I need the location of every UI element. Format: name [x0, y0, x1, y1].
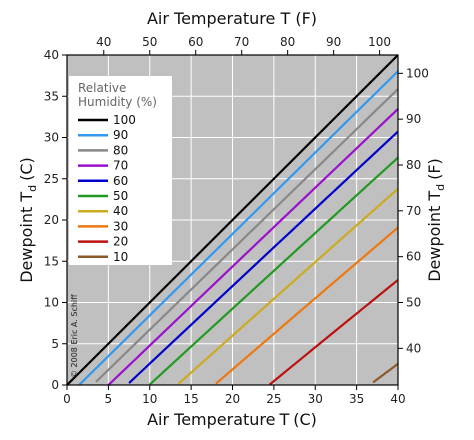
y-right-tick-label: 40: [406, 341, 421, 355]
x-bottom-tick-label: 40: [390, 392, 405, 406]
x-bottom-tick-label: 35: [349, 392, 364, 406]
bottom-axis-title-symbol: T: [278, 410, 289, 429]
y-left-tick-label: 20: [44, 213, 59, 227]
y-right-tick-label: 50: [406, 296, 421, 310]
y-right-tick-label: 90: [406, 112, 421, 126]
legend-label-10: 10: [113, 250, 128, 264]
x-top-tick-label: 80: [280, 35, 295, 49]
series-line-20: [269, 279, 399, 386]
y-left-tick-label: 25: [44, 172, 59, 186]
bottom-axis-title-main: Air Temperature: [147, 410, 275, 429]
right-axis-title: Dewpoint Td (F): [425, 158, 447, 282]
series-line-10: [372, 362, 399, 384]
x-bottom-tick-label: 20: [225, 392, 240, 406]
y-left-tick-label: 0: [51, 378, 59, 392]
x-top-tick-label: 90: [326, 35, 341, 49]
x-bottom-tick-label: 5: [105, 392, 113, 406]
right-axis-title-sub: d: [434, 184, 447, 191]
left-axis-title-unit: (C): [17, 157, 36, 181]
x-top-tick-label: 40: [96, 35, 111, 49]
left-axis-title: Dewpoint Td (C): [17, 157, 39, 283]
series-line-90: [78, 70, 399, 386]
series-line-40: [177, 187, 399, 385]
series-line-100: [66, 54, 399, 386]
legend-label-100: 100: [113, 113, 136, 127]
x-bottom-tick-label: 10: [142, 392, 157, 406]
bottom-axis-title-unit: (C): [293, 410, 317, 429]
legend-title-line2: Humidity (%): [78, 95, 157, 109]
legend-label-80: 80: [113, 143, 128, 157]
credit-text: © 2008 Eric A. Schiff: [70, 294, 79, 378]
y-right-tick-label: 60: [406, 250, 421, 264]
left-axis-title-sub: d: [26, 185, 39, 192]
x-top-tick-label: 100: [368, 35, 391, 49]
y-right-tick-label: 70: [406, 204, 421, 218]
y-left-tick-label: 35: [44, 89, 59, 103]
series-line-80: [95, 88, 399, 383]
y-right-tick-label: 100: [406, 66, 429, 80]
y-left-tick-label: 5: [51, 337, 59, 351]
x-top-tick-label: 60: [188, 35, 203, 49]
top-axis-title: Air Temperature T (F): [147, 9, 317, 28]
series-line-60: [128, 130, 399, 384]
right-axis-title-main: Dewpoint T: [425, 191, 444, 282]
series-line-50: [149, 156, 399, 386]
legend-label-50: 50: [113, 189, 128, 203]
series-line-70: [107, 108, 399, 386]
y-right-tick-label: 80: [406, 158, 421, 172]
legend-box: [69, 76, 172, 265]
legend-label-90: 90: [113, 128, 128, 142]
right-axis-title-unit: (F): [425, 158, 444, 180]
bottom-axis-title: Air Temperature T (C): [147, 410, 317, 429]
y-left-tick-label: 40: [44, 48, 59, 62]
x-bottom-tick-label: 0: [63, 392, 71, 406]
x-top-tick-label: 50: [142, 35, 157, 49]
y-left-tick-label: 10: [44, 296, 59, 310]
series-lines: [66, 54, 399, 386]
x-top-tick-label: 70: [234, 35, 249, 49]
x-bottom-tick-label: 30: [308, 392, 323, 406]
legend-label-20: 20: [113, 235, 128, 249]
series-line-30: [215, 226, 399, 385]
x-bottom-tick-label: 15: [183, 392, 198, 406]
legend-label-30: 30: [113, 219, 128, 233]
legend-label-60: 60: [113, 174, 128, 188]
x-bottom-tick-label: 25: [266, 392, 281, 406]
left-axis-title-main: Dewpoint T: [17, 192, 36, 283]
legend-label-40: 40: [113, 204, 128, 218]
y-left-tick-label: 15: [44, 254, 59, 268]
legend-title-line1: Relative: [78, 81, 126, 95]
legend-label-70: 70: [113, 159, 128, 173]
y-left-tick-label: 30: [44, 131, 59, 145]
